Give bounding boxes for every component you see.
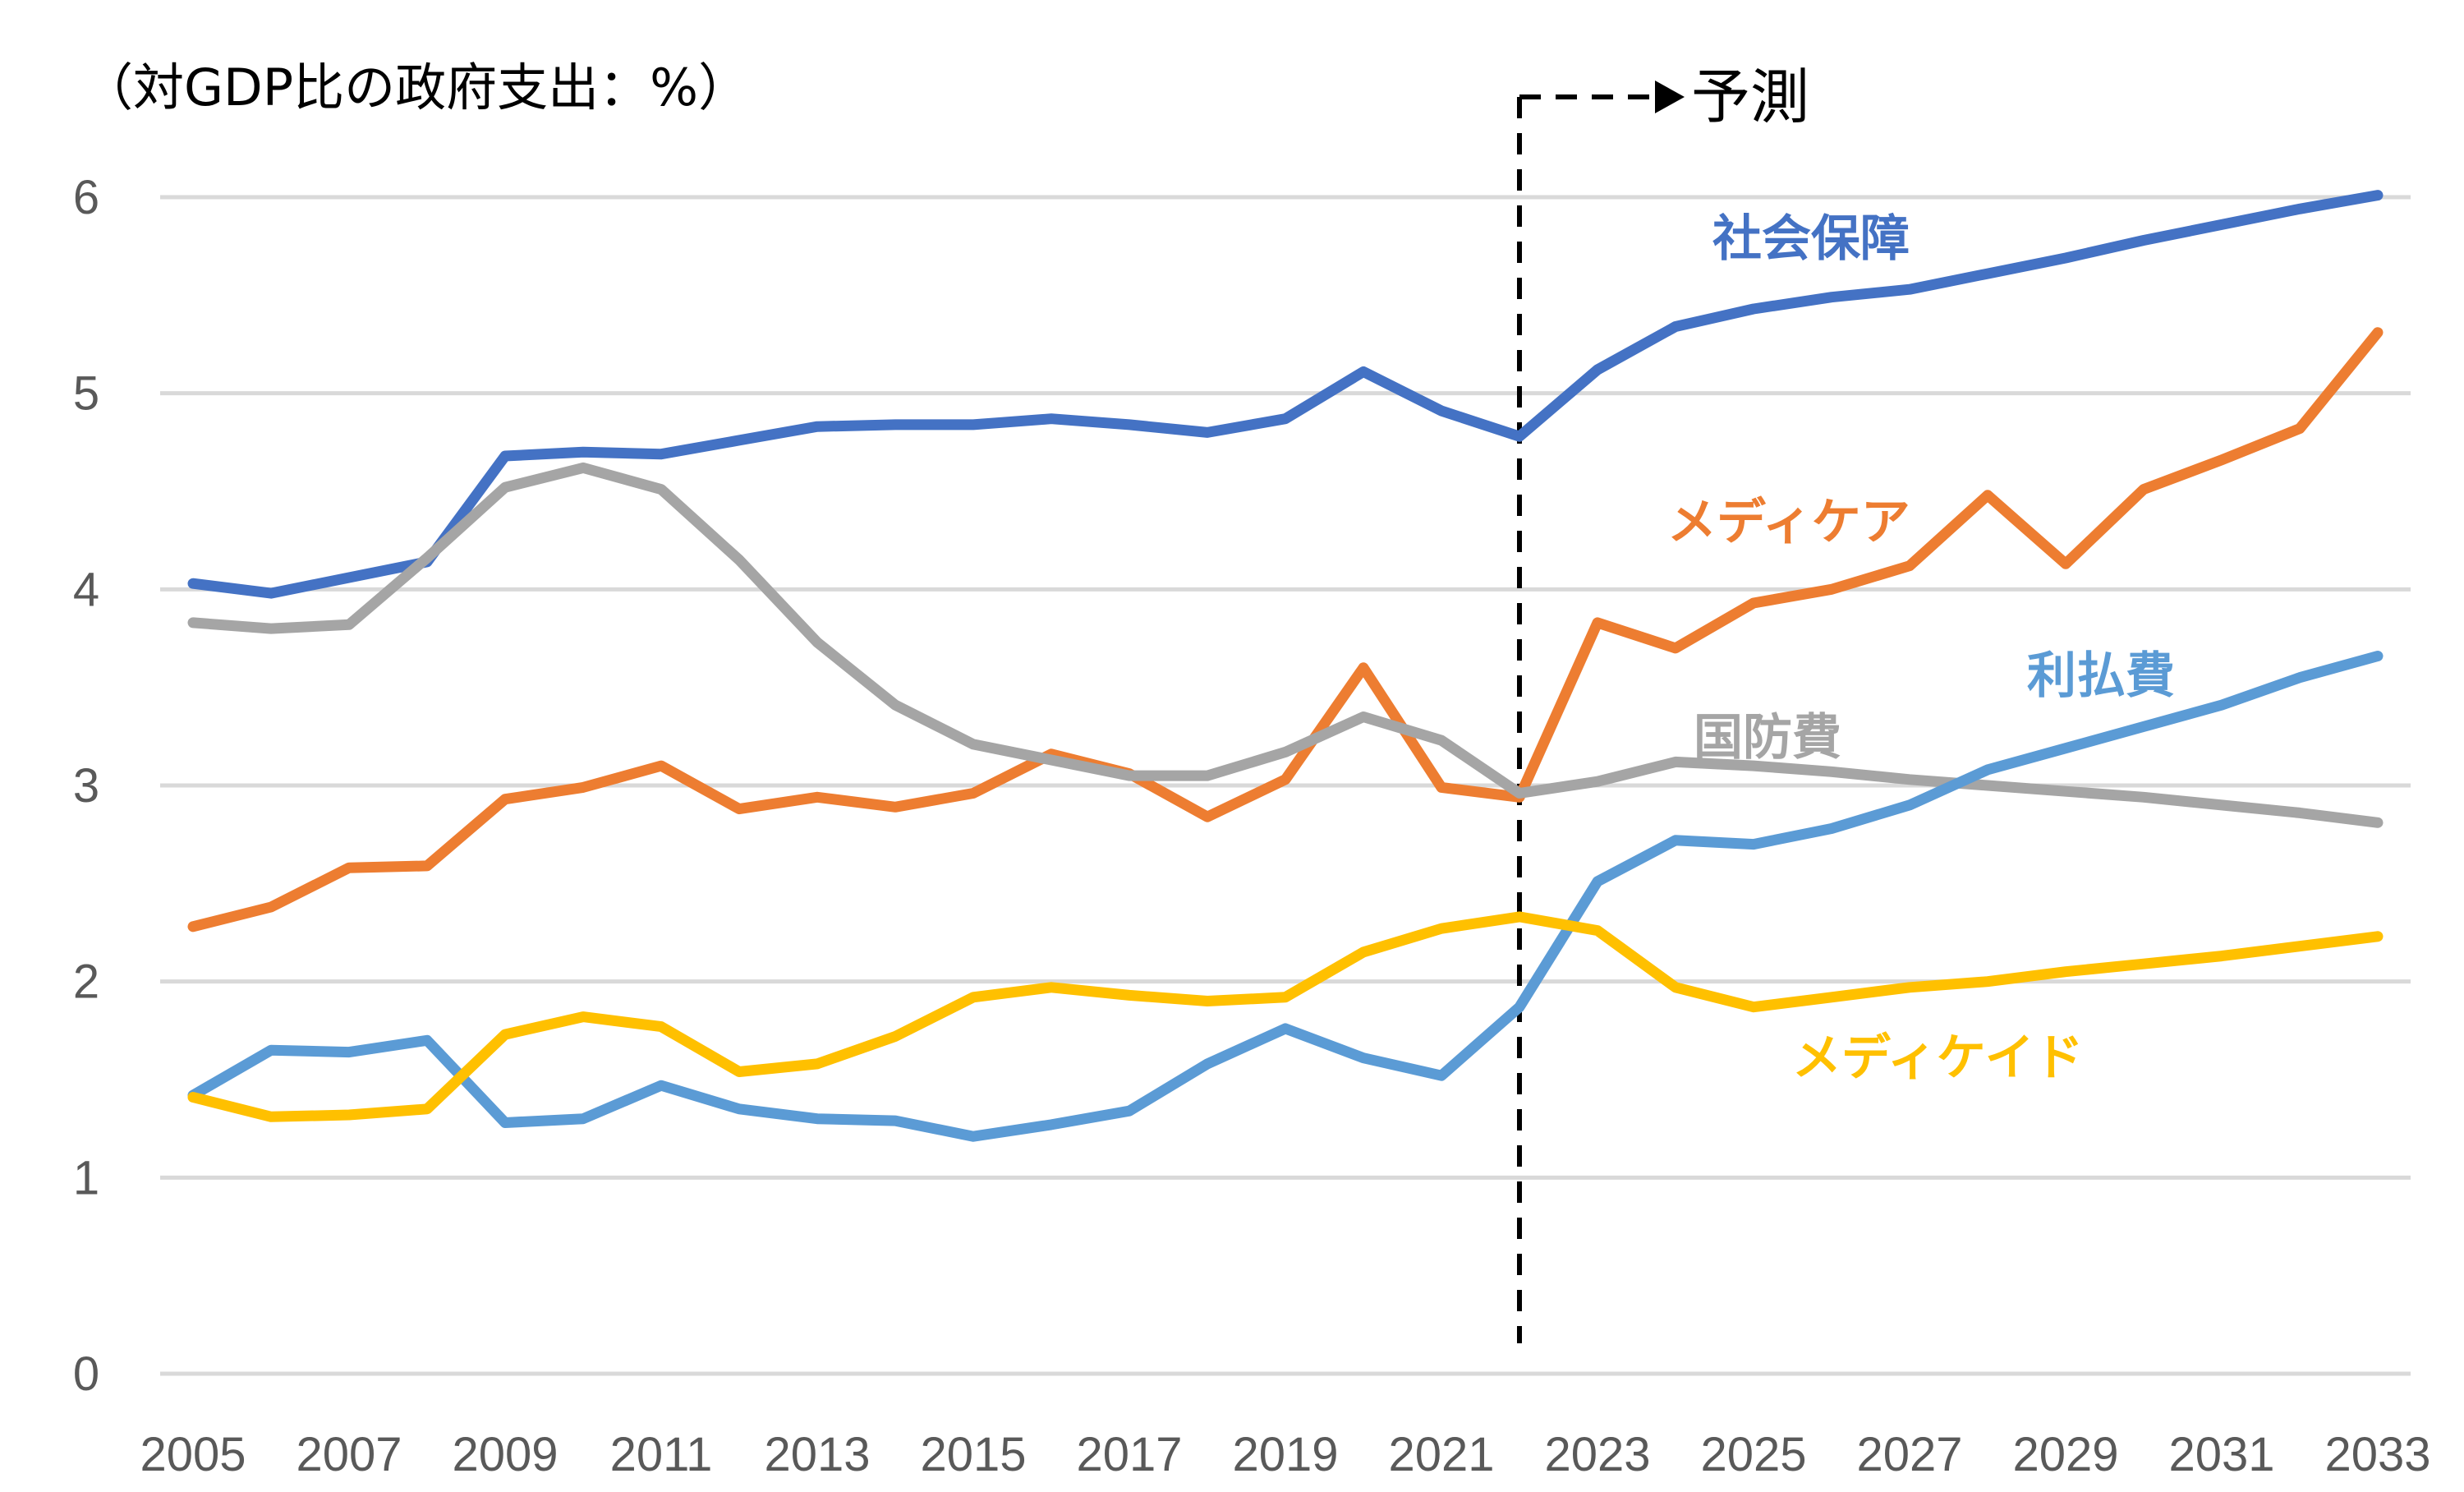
- y-tick-label: 1: [73, 1151, 99, 1204]
- y-axis-unit-label: （対GDP比の政府支出：%）: [82, 58, 749, 117]
- x-tick-label: 2007: [296, 1428, 402, 1481]
- y-tick-label: 6: [73, 171, 99, 224]
- x-tick-label: 2009: [452, 1428, 558, 1481]
- series-lines: [187, 190, 2384, 1142]
- grid-lines: [160, 195, 2411, 1376]
- x-tick-label: 2027: [1856, 1428, 1962, 1481]
- x-tick-label: 2005: [140, 1428, 246, 1481]
- y-axis-ticks: 0 1 2 3 4 5 6: [73, 171, 99, 1401]
- series-label-interest: 利払費: [2027, 647, 2175, 705]
- x-tick-label: 2021: [1388, 1428, 1494, 1481]
- x-tick-label: 2011: [610, 1428, 713, 1481]
- series-label-medicaid: メディケイド: [1792, 1029, 2084, 1087]
- series-line-defense: [187, 462, 2384, 828]
- series-label-defense: 国防費: [1694, 709, 1841, 767]
- y-tick-label: 2: [73, 956, 99, 1009]
- x-tick-label: 2029: [2012, 1428, 2118, 1481]
- forecast-label: 予測: [1691, 62, 1809, 131]
- x-tick-label: 2031: [2168, 1428, 2274, 1481]
- series-label-social-security: 社会保障: [1712, 210, 1910, 268]
- y-tick-label: 3: [73, 759, 99, 813]
- series-line-social-security: [187, 190, 2384, 599]
- y-tick-label: 4: [73, 563, 99, 616]
- y-tick-label: 0: [73, 1347, 99, 1401]
- series-label-medicare: メディケア: [1667, 494, 1910, 551]
- forecast-marker: 予測: [1517, 62, 1809, 1343]
- series-line-medicaid: [187, 911, 2384, 1122]
- series-line-interest: [187, 651, 2384, 1142]
- x-tick-label: 2033: [2324, 1428, 2430, 1481]
- x-tick-label: 2017: [1076, 1428, 1182, 1481]
- x-tick-label: 2025: [1700, 1428, 1806, 1481]
- x-tick-label: 2023: [1544, 1428, 1650, 1481]
- x-axis-ticks: 2005 2007 2009 2011 2013 2015 2017 2019 2021 2023…: [140, 1428, 2430, 1481]
- x-tick-label: 2019: [1232, 1428, 1338, 1481]
- y-tick-label: 5: [73, 367, 99, 421]
- x-tick-label: 2015: [920, 1428, 1026, 1481]
- x-tick-label: 2013: [764, 1428, 870, 1481]
- forecast-arrowhead: [1655, 81, 1685, 113]
- series-line-medicare: [187, 327, 2384, 932]
